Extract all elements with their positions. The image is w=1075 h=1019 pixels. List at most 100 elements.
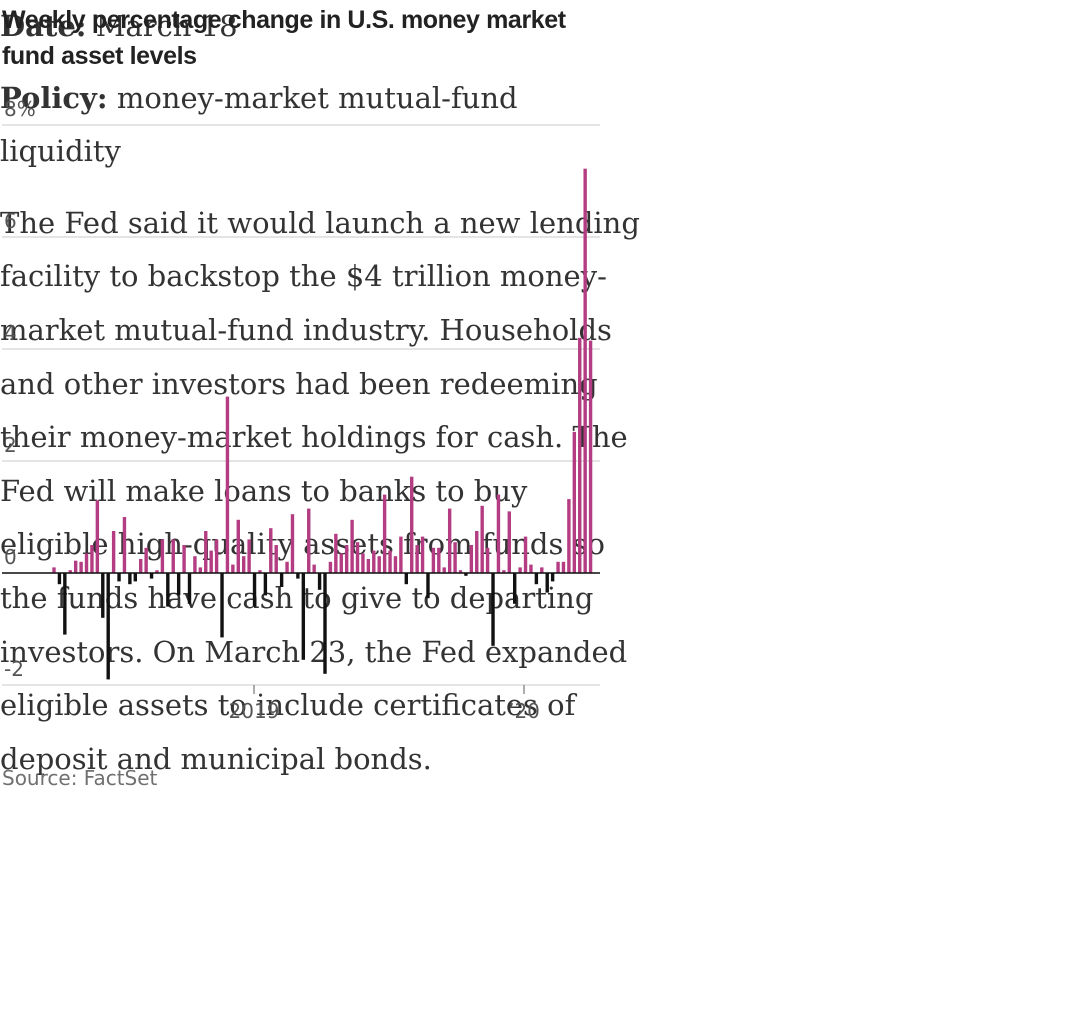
bar <box>79 561 83 573</box>
bars <box>52 168 593 680</box>
bar <box>171 539 175 573</box>
bar <box>95 500 100 573</box>
bar <box>453 542 457 573</box>
axis-ticks: 8% 6 4 2 0 -2 2019 ’20 <box>2 97 600 723</box>
bar <box>561 561 566 573</box>
bar-chart: 8% 6 4 2 0 -2 2019 ’20 <box>2 97 600 723</box>
bar <box>182 545 186 573</box>
bar <box>101 573 105 618</box>
bar <box>149 573 154 579</box>
bar <box>361 553 365 573</box>
bar <box>117 573 121 582</box>
bar <box>111 531 116 573</box>
bar <box>204 531 208 573</box>
bar <box>312 564 316 573</box>
chart-source: Source: FactSet <box>2 766 158 790</box>
bar <box>209 550 213 573</box>
bar <box>431 547 436 573</box>
bar <box>155 570 159 573</box>
bar <box>518 567 522 573</box>
bar <box>458 570 463 573</box>
bar <box>187 573 192 604</box>
bar <box>225 396 230 573</box>
bar <box>507 511 511 573</box>
bar <box>236 519 240 573</box>
bar <box>84 553 89 573</box>
bar <box>252 573 257 607</box>
bar <box>491 573 495 646</box>
bar <box>583 168 587 573</box>
bar <box>285 561 289 573</box>
bar <box>377 556 381 573</box>
bar <box>534 573 539 585</box>
bar <box>415 545 419 573</box>
bar <box>296 573 300 579</box>
article-text: Date: March 18 Policy: money-market mutu… <box>0 9 640 776</box>
bar <box>339 553 343 573</box>
bar <box>404 573 408 585</box>
gridlines <box>2 124 600 686</box>
bar <box>442 567 446 573</box>
bar <box>317 573 322 590</box>
bar <box>57 573 62 585</box>
bar <box>176 573 181 596</box>
bar <box>258 570 262 573</box>
bar <box>122 517 127 573</box>
bar <box>139 559 143 573</box>
x-tick-label: ’20 <box>508 699 540 723</box>
bar <box>269 528 273 573</box>
bar <box>355 542 360 573</box>
date-label: Date: <box>0 9 87 43</box>
bar <box>231 564 235 573</box>
bar <box>133 573 137 582</box>
bar <box>523 536 528 573</box>
y-tick-label: 0 <box>4 545 17 569</box>
bar <box>166 573 170 607</box>
bar <box>274 545 278 573</box>
bar <box>193 556 197 573</box>
y-tick-label: 2 <box>4 433 17 457</box>
bar <box>279 573 284 587</box>
text-float-spacer <box>655 0 1075 850</box>
bar <box>545 573 549 593</box>
article-body: The Fed said it would launch a new lendi… <box>0 205 640 776</box>
bar <box>247 539 251 573</box>
bar <box>198 567 203 573</box>
y-tick-label: 4 <box>4 321 17 345</box>
bar <box>90 545 94 573</box>
bar <box>496 494 501 573</box>
policy-value: money-market mutual-fund liquidity <box>0 80 518 169</box>
bar <box>578 337 582 573</box>
bar <box>372 550 376 573</box>
y-tick-label: 6 <box>4 209 17 233</box>
policy-label: Policy: <box>0 80 108 115</box>
bar <box>160 539 165 573</box>
bar <box>52 567 56 573</box>
bar <box>106 573 110 680</box>
y-tick-label: -2 <box>4 657 24 681</box>
bar <box>567 499 571 573</box>
bar <box>588 340 593 573</box>
bar <box>540 567 544 573</box>
bar <box>214 539 219 573</box>
bar <box>388 550 392 573</box>
bar <box>426 573 430 599</box>
bar <box>63 573 67 635</box>
bar <box>290 514 295 573</box>
bar <box>323 573 327 674</box>
bar <box>328 561 333 573</box>
bar <box>529 564 533 573</box>
bar <box>263 573 268 596</box>
bar <box>73 560 78 573</box>
bar <box>437 547 441 573</box>
bar <box>399 536 403 573</box>
bar <box>350 519 354 573</box>
bar <box>550 573 555 582</box>
bar <box>410 476 414 573</box>
bar <box>128 573 132 585</box>
bar <box>485 547 490 573</box>
bar <box>556 561 560 573</box>
bar <box>144 547 148 573</box>
bar <box>475 531 479 573</box>
y-tick-label: 8% <box>4 97 36 121</box>
